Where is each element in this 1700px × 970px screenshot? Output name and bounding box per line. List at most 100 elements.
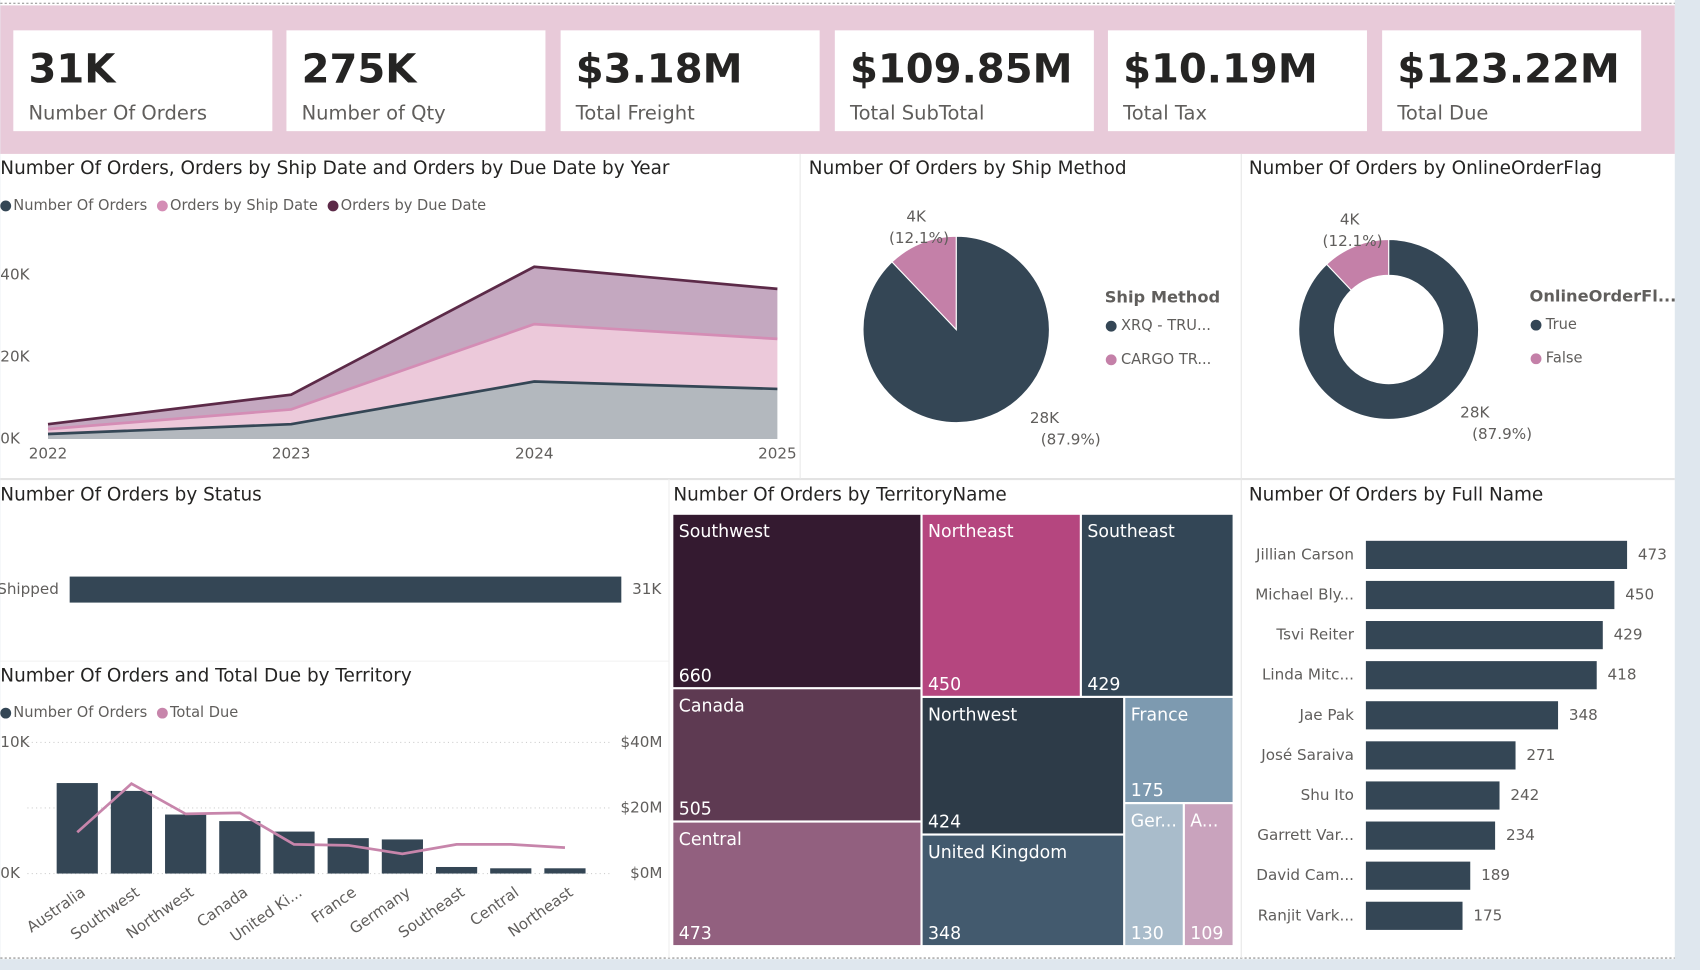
data-label: 28K [1030, 409, 1060, 427]
kpi-value: $10.19M [1123, 47, 1318, 93]
legend-label: Total Due [169, 704, 238, 721]
data-label: 4K [1340, 211, 1361, 229]
chart-title: Number Of Orders by TerritoryName [673, 484, 1006, 505]
tile-label: Central [679, 830, 742, 850]
kpi-card [13, 30, 273, 132]
tile [922, 697, 1124, 834]
kpi-label: Number of Qty [302, 101, 446, 124]
y-tick-label: Michael Bly... [1255, 586, 1354, 604]
tile-label: France [1131, 705, 1189, 725]
chart-title: Number Of Orders by Ship Method [809, 158, 1127, 179]
legend-label: True [1545, 316, 1577, 333]
legend-marker [1530, 319, 1542, 331]
data-label: (12.1%) [1323, 232, 1383, 250]
data-label: (87.9%) [1041, 431, 1101, 449]
y-tick-label: Shipped [0, 580, 59, 598]
bar [544, 868, 586, 874]
bar [1365, 580, 1615, 610]
bar [381, 839, 423, 874]
y2-tick-label: $40M [620, 733, 662, 751]
tile-label: United Kingdom [928, 843, 1067, 863]
tile [673, 822, 921, 946]
tile [1125, 697, 1233, 803]
data-label: 242 [1510, 786, 1539, 804]
legend-label: Orders by Ship Date [170, 197, 318, 214]
chart-title: Number Of Orders by Status [0, 484, 261, 505]
kpi-value: $123.22M [1397, 47, 1620, 93]
tile [673, 514, 921, 688]
y-tick-label: José Saraiva [1260, 746, 1354, 764]
y-tick-label: Linda Mitc... [1262, 666, 1354, 684]
tile-label: Southwest [679, 522, 770, 542]
data-label: 31K [632, 580, 662, 598]
legend-label: Number Of Orders [13, 197, 147, 214]
tile-label: Ger... [1131, 812, 1177, 832]
bar [490, 868, 532, 874]
y-tick-label: 0K [0, 429, 21, 447]
chart-title: Number Of Orders and Total Due by Territ… [0, 665, 412, 686]
x-tick-label: 2022 [29, 445, 68, 463]
data-label: 450 [1625, 586, 1654, 604]
tile-label: Canada [679, 697, 745, 717]
tile [922, 514, 1080, 696]
legend-marker [0, 200, 12, 212]
bar [1365, 701, 1559, 730]
y-tick-label: 10K [0, 733, 30, 751]
y-tick-label: 40K [0, 265, 30, 283]
kpi-card [286, 30, 546, 132]
area-fill [47, 324, 778, 435]
tile-value: 473 [679, 924, 712, 944]
slice [1298, 238, 1480, 420]
y-tick-label: Garrett Var... [1257, 826, 1354, 844]
legend-label: XRQ - TRU... [1121, 317, 1211, 334]
y-tick-label: 0K [0, 864, 21, 882]
legend-marker [1105, 320, 1117, 332]
legend-marker [156, 200, 168, 212]
tile [1125, 804, 1183, 946]
data-label: 234 [1506, 826, 1535, 844]
legend-title: OnlineOrderFl... [1530, 286, 1677, 305]
data-label: 189 [1481, 866, 1510, 884]
data-label: (12.1%) [889, 229, 949, 247]
bar [1365, 661, 1597, 690]
legend-label: False [1546, 350, 1583, 367]
bar [327, 838, 369, 874]
data-label: (87.9%) [1472, 425, 1532, 443]
tile-value: 130 [1131, 924, 1164, 944]
chart-title: Number Of Orders, Orders by Ship Date an… [0, 158, 670, 179]
tile [1184, 804, 1233, 946]
tile-value: 450 [928, 675, 961, 695]
chart-title: Number Of Orders by Full Name [1249, 484, 1543, 505]
y-tick-label: Ranjit Vark... [1258, 906, 1354, 924]
y-tick-label: Shu Ito [1301, 786, 1354, 804]
legend-label: Number Of Orders [13, 704, 147, 721]
legend-label: CARGO TR... [1121, 351, 1211, 368]
kpi-label: Total Due [1396, 101, 1488, 124]
legend-label: Orders by Due Date [341, 197, 487, 214]
tile-value: 505 [679, 800, 712, 820]
kpi-card [1107, 30, 1367, 132]
tile-value: 109 [1190, 924, 1223, 944]
y2-tick-label: $0M [630, 864, 662, 882]
tile-label: Southeast [1087, 522, 1175, 542]
data-label: 348 [1569, 706, 1598, 724]
x-tick-label: 2024 [515, 445, 554, 463]
kpi-card [1382, 30, 1642, 132]
legend-marker [0, 707, 12, 719]
tile-value: 175 [1131, 781, 1164, 801]
tile [1081, 514, 1233, 696]
legend-marker [156, 707, 168, 719]
y2-tick-label: $20M [620, 798, 662, 816]
bar [435, 866, 478, 874]
legend-marker [327, 200, 339, 212]
tile-value: 429 [1087, 675, 1120, 695]
data-label: 4K [906, 207, 927, 225]
x-tick-label: 2023 [272, 445, 311, 463]
kpi-card [560, 30, 820, 132]
bar [165, 814, 207, 874]
data-label: 28K [1460, 403, 1490, 421]
kpi-value: 31K [28, 47, 117, 93]
bar [1365, 621, 1603, 650]
bar [110, 790, 153, 874]
